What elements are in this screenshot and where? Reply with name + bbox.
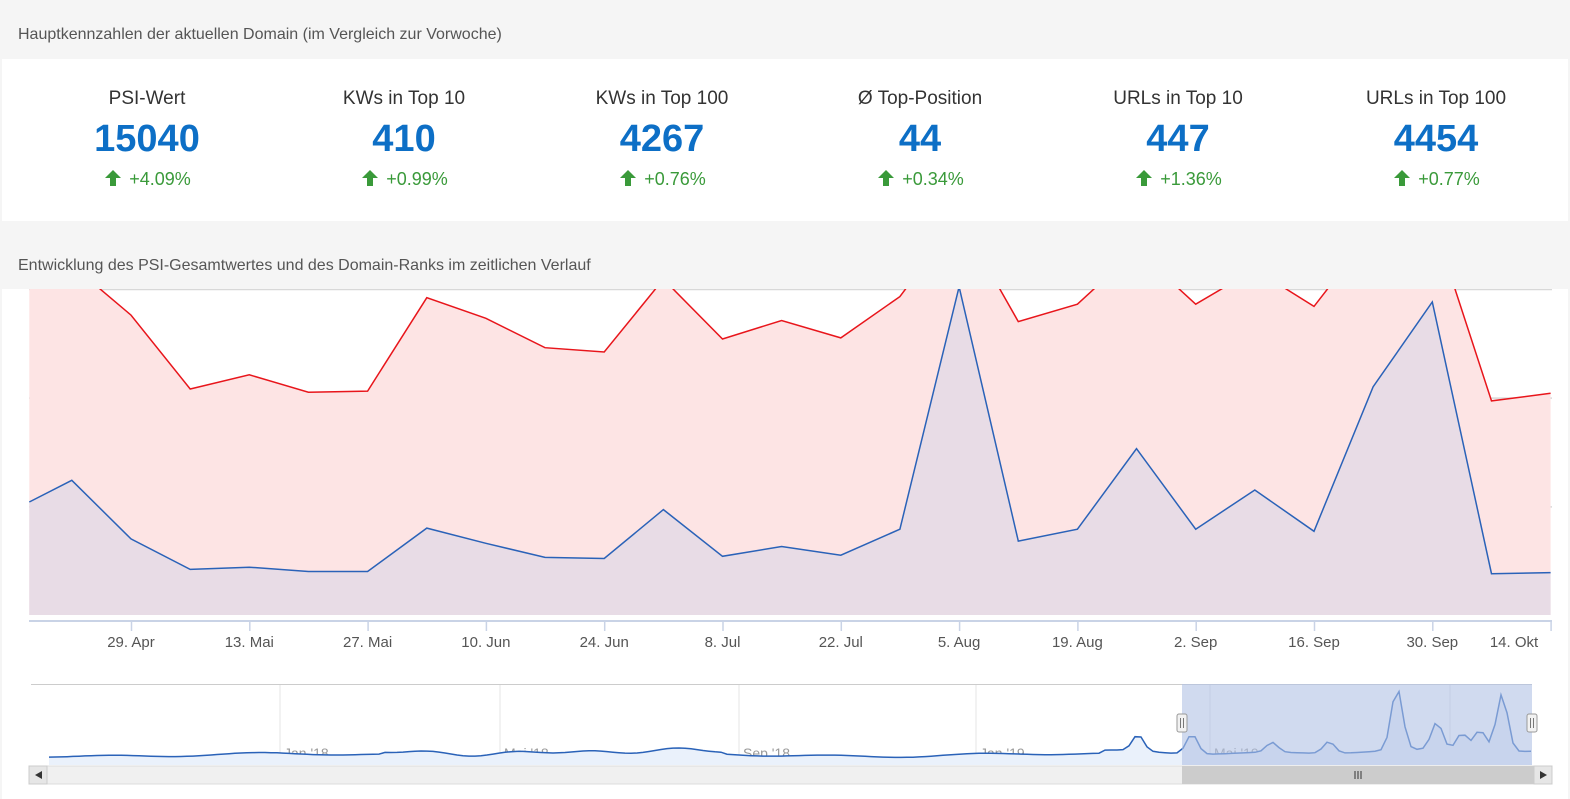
arrow-left-icon [35,771,42,779]
chart-panel-title: Entwicklung des PSI-Gesamtwertes und des… [2,243,1568,289]
kpi-change: +4.09% [18,169,276,190]
x-tick-label: 29. Apr [107,634,155,651]
kpi-label: KWs in Top 100 [595,88,729,109]
kpi-value: 410 [372,118,436,160]
arrow-up-icon [105,170,122,186]
kpi-row: PSI-Wert 15040 +4.09% KWs in Top 10 410 … [2,59,1568,221]
x-tick-label: 16. Sep [1288,634,1340,651]
arrow-right-icon [1540,771,1547,779]
kpi-label: URLs in Top 100 [1365,88,1507,109]
kpi-value: 4454 [1393,118,1479,160]
x-tick-label: 14. Okt [1490,634,1539,651]
kpi-change: +0.34% [791,169,1049,190]
kpi-label: PSI-Wert [108,88,186,109]
kpi-label: KWs in Top 10 [342,88,466,109]
kpi-panel-title: Hauptkennzahlen der aktuellen Domain (im… [2,12,1568,59]
x-tick-label: 10. Jun [461,634,510,651]
kpi-change-text: +1.36% [1160,169,1222,189]
kpi-value: 4267 [619,118,705,160]
arrow-up-icon [362,170,379,186]
kpi-value: 15040 [94,118,200,160]
navigator-handle-left[interactable] [1176,713,1188,733]
arrow-up-icon [620,170,637,186]
kpi-change: +1.36% [1049,169,1307,190]
navigator-selection[interactable] [1182,684,1532,765]
x-tick-label: 5. Aug [938,634,981,651]
kpi-value: 447 [1146,118,1210,160]
kpi-change-text: +0.76% [644,169,706,189]
kpi-change-text: +0.77% [1418,169,1480,189]
x-tick-label: 27. Mai [343,634,392,651]
kpi-change: +0.77% [1307,169,1565,190]
series-lines [28,289,1551,575]
kpi-panel: Hauptkennzahlen der aktuellen Domain (im… [2,12,1568,221]
kpi-change: +0.99% [275,169,533,190]
navigator-handle-right[interactable] [1526,713,1538,733]
kpi-change-text: +0.99% [386,169,448,189]
arrow-up-icon [1394,170,1411,186]
chart-panel: Entwicklung des PSI-Gesamtwertes und des… [2,243,1568,799]
kpi-label: Ø Top-Position [857,88,983,109]
x-axis: 29. Apr 13. Mai 27. Mai 10. Jun 24. Jun 8. Ju… [29,620,1552,651]
x-tick-label: 13. Mai [225,634,274,651]
x-tick-label: 30. Sep [1406,634,1458,651]
x-tick-label: 2. Sep [1174,634,1217,651]
x-tick-label: 8. Jul [705,634,741,651]
kpi-change-text: +4.09% [129,169,191,189]
arrow-up-icon [1136,170,1153,186]
kpi-change-text: +0.34% [902,169,964,189]
arrow-up-icon [878,170,895,186]
series-area-2 [29,289,1551,615]
psi-domain-rank-chart[interactable]: 29. Apr 13. Mai 27. Mai 10. Jun 24. Jun 8. Ju… [2,289,1568,799]
kpi-change: +0.76% [533,169,791,190]
x-tick-label: 24. Jun [580,634,629,651]
x-tick-label: 19. Aug [1052,634,1103,651]
series-areas [29,289,1551,615]
series-line-2 [28,289,1551,575]
series-line-1 [98,289,1551,402]
kpi-label: URLs in Top 10 [1113,88,1243,109]
kpi-value: 44 [898,118,942,160]
x-tick-label: 22. Jul [819,634,863,651]
